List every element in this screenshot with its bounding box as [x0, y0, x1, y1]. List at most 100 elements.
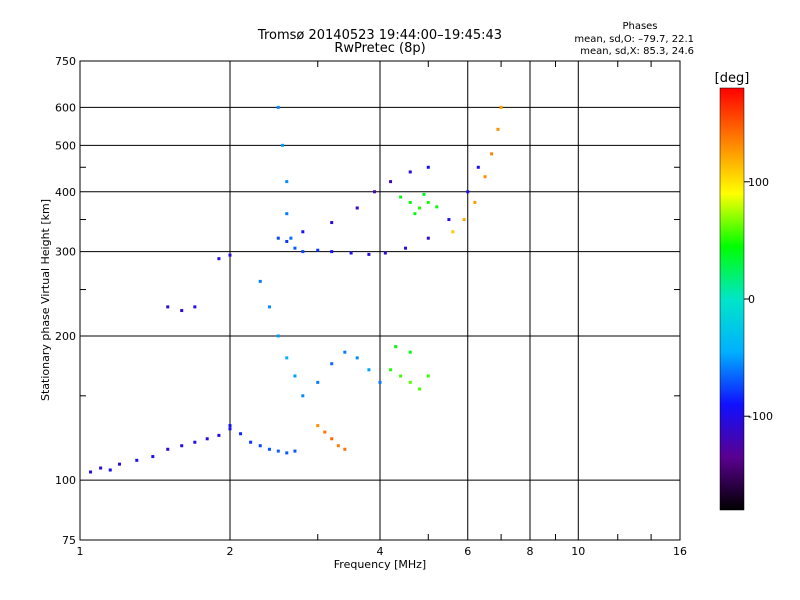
echo-point [330, 437, 334, 441]
y-tick-label: 750 [55, 55, 76, 68]
echo-point [323, 430, 327, 434]
echo-point [217, 433, 221, 437]
echo-point [166, 447, 170, 451]
x-tick-label: 16 [673, 545, 687, 558]
echo-point [228, 427, 232, 431]
echo-point [426, 236, 430, 240]
echo-point [394, 345, 398, 349]
echo-point [466, 190, 470, 194]
x-tick-label: 1 [77, 545, 84, 558]
echo-point [403, 246, 407, 250]
echo-point [135, 458, 139, 462]
y-tick-label: 600 [55, 101, 76, 114]
echo-point [355, 356, 359, 360]
echo-point [117, 462, 121, 466]
echo-point [239, 432, 243, 436]
echo-point [417, 387, 421, 391]
stats-line-o: mean, sd,O: –79.7, 22.1 [574, 34, 694, 45]
x-tick-label: 2 [227, 545, 234, 558]
echo-point [413, 212, 417, 216]
grid-lines [80, 61, 680, 540]
echo-point [108, 468, 112, 472]
stats-line-x: mean, sd,X: 85.3, 24.6 [580, 46, 694, 57]
echo-point [228, 253, 232, 257]
echo-point [399, 195, 403, 199]
echo-point [476, 165, 480, 169]
echo-point [367, 368, 371, 372]
echo-point [285, 451, 289, 455]
echo-point [408, 350, 412, 354]
echo-point [205, 437, 209, 441]
echo-point [483, 175, 487, 179]
y-tick-label: 400 [55, 186, 76, 199]
echo-point [330, 221, 334, 225]
echo-point [462, 218, 466, 222]
y-tick-label: 75 [62, 534, 76, 547]
echo-point [217, 257, 221, 261]
y-tick-label: 500 [55, 139, 76, 152]
echo-point [276, 105, 280, 109]
echo-point [276, 236, 280, 240]
echo-point [496, 127, 500, 131]
echo-point [193, 440, 197, 444]
echo-point [301, 230, 305, 234]
echo-point [408, 200, 412, 204]
y-tick-label: 100 [55, 474, 76, 487]
x-tick-label: 10 [571, 545, 585, 558]
echo-point [281, 143, 285, 147]
echo-point [285, 239, 289, 243]
x-tick-labels: 1 2 4 6 8 10 16 [77, 545, 688, 558]
stats-header: Phases [622, 21, 657, 32]
colorbar-tick-label: -100 [748, 410, 773, 423]
echo-point [267, 447, 271, 451]
echo-point [336, 444, 340, 448]
x-tick-label: 6 [464, 545, 471, 558]
echo-point [473, 200, 477, 204]
echo-point [316, 424, 320, 428]
echo-point [285, 180, 289, 184]
echo-point [349, 251, 353, 255]
echo-point [293, 246, 297, 250]
echo-point [316, 248, 320, 252]
echo-point [289, 236, 293, 240]
echo-point [276, 449, 280, 453]
x-axis-label: Frequency [MHz] [334, 558, 426, 571]
echo-point [355, 206, 359, 210]
echo-point [451, 230, 455, 234]
chart-title: Tromsø 20140523 19:44:00–19:45:43 [257, 28, 502, 43]
x-tick-label: 4 [377, 545, 384, 558]
colorbar-tick-label: 0 [748, 293, 755, 306]
echo-point [426, 165, 430, 169]
echo-point [228, 424, 232, 428]
colorbar-tick-label: 100 [748, 176, 769, 189]
colorbar [719, 87, 745, 511]
echo-point [399, 374, 403, 378]
echo-point [180, 309, 184, 313]
y-tick-label: 300 [55, 246, 76, 259]
echo-point [249, 440, 253, 444]
echo-point [417, 206, 421, 210]
echo-point [301, 250, 305, 254]
echo-point [316, 380, 320, 384]
plot-frame [79, 60, 681, 541]
data-points [89, 105, 503, 474]
y-tick-labels: 75 100 200 300 400 500 600 750 [55, 55, 76, 547]
echo-point [267, 305, 271, 309]
echo-point [330, 362, 334, 366]
echo-point [378, 380, 382, 384]
echo-point [499, 105, 503, 109]
echo-point [343, 447, 347, 451]
echo-point [389, 180, 393, 184]
chart-subtitle: RwPretec (8p) [334, 41, 425, 56]
echo-point [293, 374, 297, 378]
echo-point [293, 449, 297, 453]
echo-point [408, 380, 412, 384]
colorbar-label: [deg] [715, 71, 750, 86]
echo-point [285, 212, 289, 216]
echo-point [330, 250, 334, 254]
echo-point [435, 205, 439, 209]
echo-point [343, 350, 347, 354]
echo-point [373, 190, 377, 194]
echo-point [151, 455, 155, 459]
